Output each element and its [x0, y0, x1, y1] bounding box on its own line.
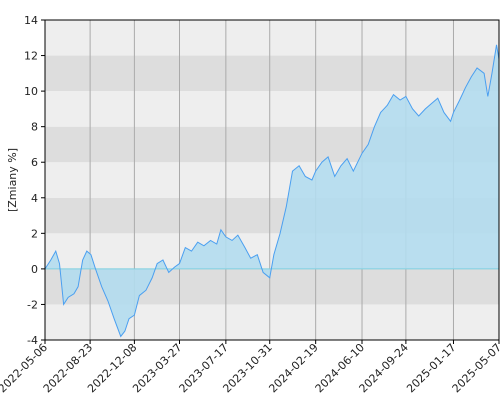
area [45, 44, 499, 337]
y-tick-label: -2 [27, 298, 38, 311]
y-tick-label: 2 [31, 227, 38, 240]
y-tick-label: 6 [31, 156, 38, 169]
band [45, 20, 499, 56]
y-tick-label: 14 [24, 14, 38, 27]
y-tick-label: 10 [24, 85, 38, 98]
plot-frame [44, 19, 500, 341]
line [44, 44, 500, 338]
y-tick-label: 8 [31, 121, 38, 134]
band [45, 55, 499, 92]
y-axis-label: [Zmiany %] [6, 148, 19, 212]
y-tick-label: -4 [27, 334, 38, 347]
y-tick-label: 12 [24, 50, 38, 63]
y-tick-label: 0 [31, 263, 38, 276]
y-tick-label: 4 [31, 192, 38, 205]
